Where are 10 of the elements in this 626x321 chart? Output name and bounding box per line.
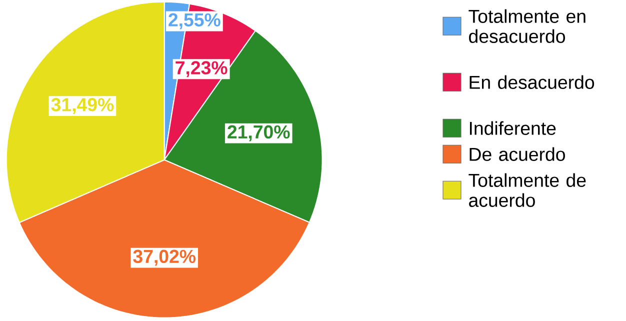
data-label: 31,49% <box>51 98 114 114</box>
legend-label: De acuerdo <box>470 147 565 161</box>
data-label: 7,23% <box>176 61 228 78</box>
legend-label: Totalmente en desacuerdo <box>468 9 586 43</box>
data-label: 2,55% <box>168 13 220 30</box>
data-label: 37,02% <box>133 250 196 266</box>
legend-label: Totalmente de acuerdo <box>468 173 586 207</box>
legend-label: Indiferente <box>470 121 556 135</box>
data-label: 21,70% <box>228 125 290 142</box>
legend-label: En desacuerdo <box>470 75 594 89</box>
